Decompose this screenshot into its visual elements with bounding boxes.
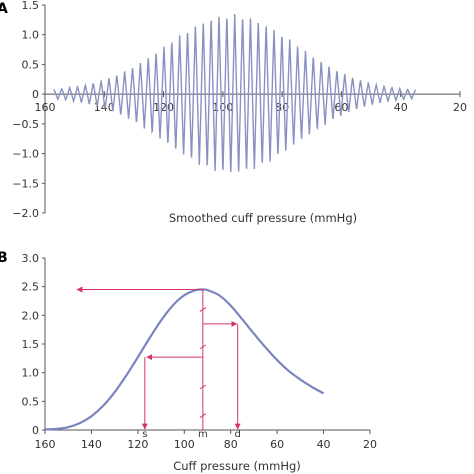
chart-a-ytick-label: −0.5	[12, 118, 39, 131]
chart-a-xtick-label: 80	[275, 101, 289, 114]
chart-a-waveform	[53, 13, 417, 173]
chart-a-xtick-label: 40	[394, 101, 408, 114]
chart-b-xtick-label: 60	[270, 438, 284, 451]
chart-b-ytick-label: 2.0	[22, 309, 40, 322]
chart-a-ytick-label: 0	[32, 88, 39, 101]
chart-b-xtick-label: 120	[127, 438, 148, 451]
chart-b-ytick-label: 3.0	[22, 252, 40, 265]
chart-a-ytick-label: −2.0	[12, 207, 39, 220]
marker-label-m: m	[198, 429, 208, 440]
panel-label-a: A	[0, 1, 8, 17]
chart-a-ytick-label: 0.5	[22, 58, 40, 71]
chart-b-xtick-label: 20	[363, 438, 377, 451]
chart-a-ytick-label: 1.0	[22, 29, 40, 42]
m-hash-mark	[199, 413, 207, 419]
chart-b-xtick-label: 100	[174, 438, 195, 451]
chart-b-xtick-label: 40	[317, 438, 331, 451]
chart-a-xlabel: Smoothed cuff pressure (mmHg)	[169, 211, 357, 225]
marker-label-d: d	[234, 429, 240, 440]
chart-b-xlabel: Cuff pressure (mmHg)	[173, 459, 301, 473]
chart-a-ytick-label: 1.5	[22, 0, 40, 12]
chart-b-envelope: 0 0.5 1.0 1.5 2.0 2.5 3.0 160 140 120 100 80 60 40 20 s…	[22, 252, 378, 451]
chart-b-xtick-label: 140	[81, 438, 102, 451]
chart-a-xtick-label: 120	[153, 101, 174, 114]
m-hash-mark	[199, 307, 207, 313]
chart-b-ytick-label: 0	[32, 424, 39, 437]
chart-b-ytick-label: 1.5	[22, 338, 40, 351]
m-hash-mark	[199, 344, 207, 350]
chart-b-xtick-label: 80	[224, 438, 238, 451]
chart-b-xtick-label: 160	[35, 438, 56, 451]
chart-a-xtick-label: 160	[35, 101, 56, 114]
chart-a-xtick-label: 100	[212, 101, 233, 114]
chart-b-ytick-label: 2.5	[22, 281, 40, 294]
chart-b-ytick-label: 0.5	[22, 395, 40, 408]
chart-b-ytick-label: 1.0	[22, 367, 40, 380]
m-hash-mark	[199, 384, 207, 390]
chart-a-ytick-label: −1.5	[12, 177, 39, 190]
panel-label-b: B	[0, 250, 8, 266]
chart-b-envelope-curve	[44, 288, 325, 431]
marker-label-s: s	[142, 429, 147, 440]
chart-a-xtick-label: 20	[453, 101, 467, 114]
chart-a-ytick-label: −1.0	[12, 148, 39, 161]
